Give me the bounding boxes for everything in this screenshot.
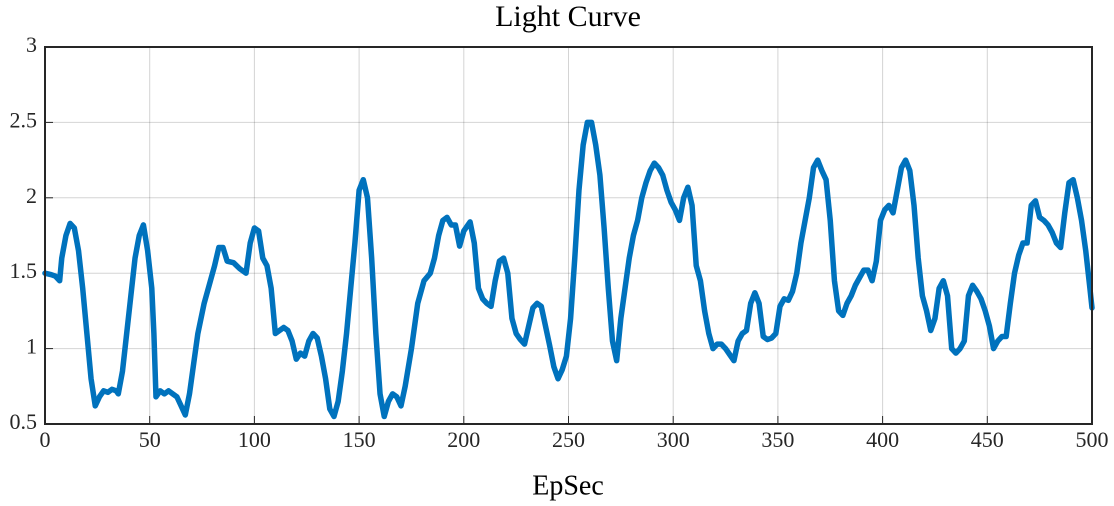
x-tick-label: 100	[238, 427, 271, 452]
y-tick-label: 1	[26, 334, 37, 359]
x-tick-label: 50	[139, 427, 161, 452]
x-tick-label: 200	[447, 427, 480, 452]
x-tick-label: 450	[971, 427, 1004, 452]
x-tick-label: 150	[343, 427, 376, 452]
chart-title: Light Curve	[495, 0, 641, 33]
y-tick-label: 2	[26, 183, 37, 208]
x-tick-label: 250	[552, 427, 585, 452]
x-tick-label: 350	[761, 427, 794, 452]
x-tick-label: 500	[1076, 427, 1109, 452]
axes-box	[44, 46, 1093, 425]
data-line	[42, 119, 1095, 420]
y-tick-label: 3	[26, 32, 37, 57]
x-tick-label: 300	[657, 427, 690, 452]
x-tick-label: 0	[40, 427, 51, 452]
y-tick-label: 2.5	[10, 107, 38, 132]
y-tick-label: 1.5	[10, 258, 38, 283]
x-axis-label: EpSec	[532, 470, 604, 501]
x-tick-label: 400	[866, 427, 899, 452]
y-tick-label: 0.5	[10, 409, 38, 434]
